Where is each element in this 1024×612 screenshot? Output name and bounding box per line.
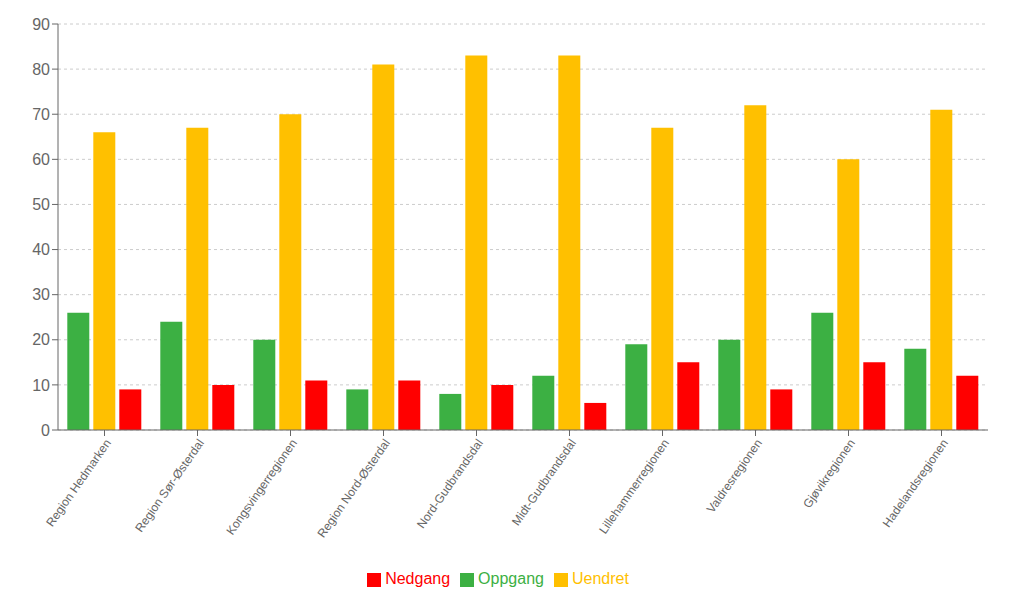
svg-text:Gjøvikregionen: Gjøvikregionen bbox=[800, 437, 858, 511]
svg-text:80: 80 bbox=[32, 61, 50, 78]
html-text:Nedgang: Nedgang bbox=[385, 570, 451, 587]
svg-text:Region Hedmarken: Region Hedmarken bbox=[43, 437, 114, 530]
svg-text:0: 0 bbox=[41, 422, 50, 439]
svg-text:70: 70 bbox=[32, 106, 50, 123]
html-text:Uendret: Uendret bbox=[571, 570, 629, 587]
svg-text:10: 10 bbox=[32, 377, 50, 394]
svg-text:40: 40 bbox=[32, 241, 50, 258]
svg-text:50: 50 bbox=[32, 196, 50, 213]
svg-text:Hadelandsregionen: Hadelandsregionen bbox=[880, 437, 951, 530]
svg-text:90: 90 bbox=[32, 16, 50, 33]
svg-text:Region Nord-Østerdal: Region Nord-Østerdal bbox=[315, 437, 393, 541]
svg-text:20: 20 bbox=[32, 331, 50, 348]
svg-text:30: 30 bbox=[32, 286, 50, 303]
svg-text:Nord-Gudbrandsdal: Nord-Gudbrandsdal bbox=[414, 437, 486, 531]
svg-text:Valdresregionen: Valdresregionen bbox=[704, 437, 765, 516]
svg-text:Kongsvingerregionen: Kongsvingerregionen bbox=[223, 437, 300, 538]
svg-text:Region Sør-Østerdal: Region Sør-Østerdal bbox=[132, 437, 207, 535]
svg-text:60: 60 bbox=[32, 151, 50, 168]
svg-text:Lillehammerregionen: Lillehammerregionen bbox=[596, 437, 672, 537]
svg-text:Midt-Gudbrandsdal: Midt-Gudbrandsdal bbox=[509, 437, 579, 529]
html-text:Oppgang: Oppgang bbox=[478, 570, 544, 587]
